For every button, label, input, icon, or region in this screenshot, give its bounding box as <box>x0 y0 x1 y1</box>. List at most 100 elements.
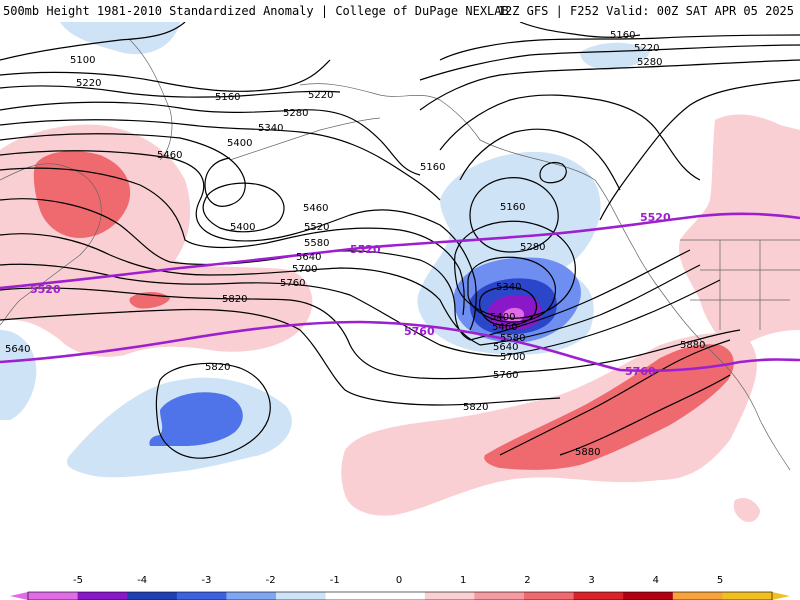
contour-5160-e <box>439 34 800 61</box>
kamchatka-coast <box>129 39 173 161</box>
contour-5400-e <box>459 128 621 191</box>
colorbar-legend: -5 -4 -3 -2 -1 0 1 2 3 4 5 <box>0 570 800 600</box>
colorbar-cell <box>424 592 475 600</box>
colorbar-cell <box>524 592 575 600</box>
contour-label: 5160 <box>500 202 525 213</box>
contour-label: 5760 <box>493 370 518 381</box>
contour-label: 5700 <box>500 352 525 363</box>
contour-label: 5280 <box>520 242 545 253</box>
colorbar-right-arrow <box>772 592 790 600</box>
colorbar-tick-label: -1 <box>329 575 340 586</box>
colorbar-cell <box>623 592 674 600</box>
colorbar-cell <box>77 592 128 600</box>
contour-5400-closed <box>202 182 285 233</box>
pos-anomaly-japan <box>33 151 131 238</box>
colorbar-cell <box>276 592 327 600</box>
contour-5340-w <box>0 119 441 201</box>
contour-label: 5460 <box>157 150 182 161</box>
anomaly-map: 5100 5160 5220 5160 5220 5280 5340 5400 … <box>0 22 800 522</box>
header-run-info: 12Z GFS | F252 Valid: 00Z SAT APR 05 202… <box>497 4 794 18</box>
contour-5340-e <box>439 94 701 181</box>
colorbar-left-arrow <box>10 592 28 600</box>
colorbar-tick-label: 2 <box>524 575 531 586</box>
contour-5400-w <box>0 133 246 207</box>
contour-label: 5280 <box>637 57 662 68</box>
contour-label: 5220 <box>76 78 101 89</box>
pos-anomaly-west-na <box>679 114 800 349</box>
contour-label: 5220 <box>634 43 659 54</box>
contour-5280-e <box>419 59 800 111</box>
asia-coast <box>0 163 102 326</box>
contour-label: 5340 <box>496 282 521 293</box>
contour-label: 5640 <box>5 344 30 355</box>
colorbar-frame <box>27 591 773 600</box>
state-borders <box>680 239 800 330</box>
colorbar-tick-label: -4 <box>137 575 148 586</box>
contour-5220-w <box>0 85 341 98</box>
highlight-label: 5760 <box>625 365 656 378</box>
contour-5820-closed <box>155 362 271 459</box>
header-title: 500mb Height 1981-2010 Standardized Anom… <box>3 4 509 18</box>
neg-anomaly-canada-ne <box>580 42 650 70</box>
aleutian-chain <box>229 117 381 161</box>
contour-5160-closed-e <box>539 162 567 184</box>
contour-5640 <box>0 233 481 346</box>
colorbar-cell <box>474 592 525 600</box>
highlight-label: 5760 <box>404 325 435 338</box>
highlight-label: 5520 <box>640 211 671 224</box>
contour-label: 5880 <box>680 340 705 351</box>
colorbar-cell <box>672 592 723 600</box>
contour-5700 <box>0 263 501 357</box>
contour-5700-e <box>499 279 721 357</box>
colorbar-tick-label: -5 <box>73 575 83 586</box>
contour-5760 <box>0 287 521 380</box>
colorbar-tick-label: 3 <box>588 575 595 586</box>
colorbar-cell <box>573 592 624 600</box>
colorbar-tick-label: 5 <box>716 575 724 586</box>
contour-label: 5520 <box>304 222 329 233</box>
colorbar-cell <box>127 592 178 600</box>
anomaly-shading <box>0 22 800 522</box>
pos-anomaly-baja <box>484 344 734 470</box>
contour-label: 5400 <box>227 138 252 149</box>
contour-5460 <box>0 150 477 331</box>
neg-anomaly-nw <box>60 22 180 55</box>
contour-label: 5220 <box>308 90 333 101</box>
colorbar-cell <box>722 592 773 600</box>
contour-5220-closed-e <box>469 177 559 253</box>
contour-label: 5580 <box>500 333 525 344</box>
colorbar-cell <box>28 592 79 600</box>
header-bar: 500mb Height 1981-2010 Standardized Anom… <box>0 0 800 22</box>
highlight-label: 5520 <box>350 243 381 256</box>
contour-label: 5760 <box>280 278 305 289</box>
contour-5280-closed <box>454 220 576 319</box>
highlight-contours <box>0 212 800 373</box>
highlight-label: 5520 <box>30 283 61 296</box>
colorbar-cell <box>226 592 277 600</box>
contour-label: 5460 <box>303 203 328 214</box>
contour-label: 5700 <box>292 264 317 275</box>
contour-5640-e <box>479 264 701 346</box>
contour-label: 5820 <box>205 362 230 373</box>
contour-5340-closed <box>467 256 556 323</box>
contour-label-group: 5100 5160 5220 5160 5220 5280 5340 5400 … <box>5 30 705 458</box>
colorbar-tick-label: -2 <box>265 575 276 586</box>
colorbar-tick-label: -3 <box>201 575 212 586</box>
contour-5820 <box>0 308 561 406</box>
neg-anomaly-west-edge <box>0 330 37 420</box>
na-west-coast <box>594 179 791 471</box>
colorbar-cells <box>28 592 773 600</box>
contour-5220-e <box>419 44 800 81</box>
contour-label: 5100 <box>70 55 95 66</box>
colorbar-cell <box>176 592 227 600</box>
contour-label: 5400 <box>230 222 255 233</box>
contour-5400-closed-low <box>479 286 538 327</box>
contour-ridge-e <box>599 79 800 221</box>
coastlines <box>0 39 800 471</box>
highlight-label-group: 5520 5520 5520 5760 5760 <box>30 211 671 378</box>
contour-5760-e <box>519 329 741 373</box>
contour-5100 <box>0 22 186 61</box>
contour-5520 <box>0 167 465 316</box>
colorbar-cell <box>325 592 376 600</box>
contour-label: 5160 <box>420 162 445 173</box>
